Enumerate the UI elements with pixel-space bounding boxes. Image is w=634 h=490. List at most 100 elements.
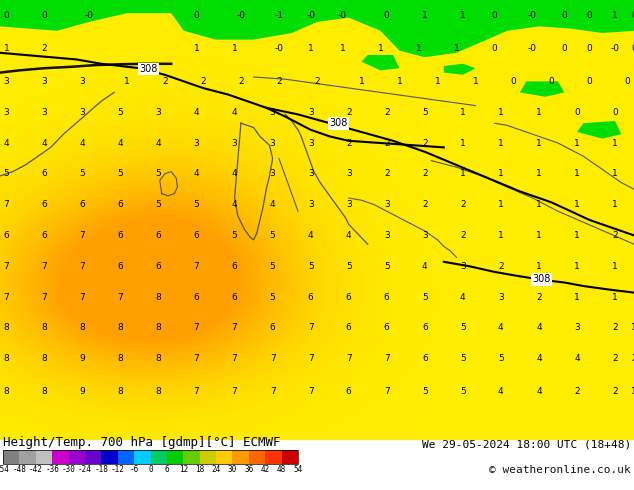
Text: 1: 1 [498,108,504,117]
Text: 4: 4 [536,387,541,396]
Bar [3,450,298,464]
Text: 5: 5 [117,108,124,117]
Text: 7: 7 [3,262,10,270]
Text: 7: 7 [193,262,200,270]
Text: 0: 0 [561,44,567,53]
Text: 4: 4 [460,293,465,301]
Text: 7: 7 [79,293,86,301]
Text: 2: 2 [536,293,541,301]
Text: 5: 5 [422,293,428,301]
Text: 2: 2 [276,77,281,86]
Text: 1: 1 [536,139,542,147]
Polygon shape [520,81,564,97]
Text: 2: 2 [42,44,47,53]
Text: 6: 6 [117,262,124,270]
Text: 5: 5 [384,262,390,270]
Text: -0: -0 [84,11,93,20]
Text: 308: 308 [139,64,158,74]
Text: 4: 4 [4,139,9,147]
Text: 8: 8 [155,387,162,396]
Text: 8: 8 [117,387,124,396]
Text: 1: 1 [612,170,618,178]
Text: 1: 1 [231,44,238,53]
Text: 8: 8 [3,387,10,396]
Text: 4: 4 [42,139,47,147]
Text: 8: 8 [117,354,124,363]
Text: 7: 7 [79,262,86,270]
Text: 5: 5 [231,231,238,240]
Text: 1: 1 [3,44,10,53]
Text: 6: 6 [117,200,124,209]
Text: 5: 5 [155,170,162,178]
Text: 4: 4 [346,231,351,240]
Text: 1: 1 [612,11,618,20]
Text: 4: 4 [536,323,541,332]
Text: 1: 1 [377,44,384,53]
Text: 9: 9 [79,387,86,396]
Text: 0: 0 [193,11,200,20]
Text: 1: 1 [612,262,618,270]
Text: 2: 2 [574,387,579,396]
Text: 5: 5 [193,200,200,209]
Text: 7: 7 [269,354,276,363]
Text: 2: 2 [612,354,618,363]
Text: 7: 7 [79,231,86,240]
Text: 5: 5 [422,108,428,117]
Text: 7: 7 [193,354,200,363]
Text: 4: 4 [422,262,427,270]
Text: 12: 12 [179,465,188,474]
Text: 5: 5 [422,387,428,396]
Bar [150,450,167,464]
Text: 3: 3 [307,200,314,209]
Text: 4: 4 [232,200,237,209]
Text: 5: 5 [498,354,504,363]
Text: 4: 4 [156,139,161,147]
Text: 1: 1 [422,11,428,20]
Text: 7: 7 [307,323,314,332]
Text: 0: 0 [548,77,555,86]
Text: 5: 5 [460,354,466,363]
Bar [216,450,233,464]
Text: 1: 1 [460,170,466,178]
Text: 7: 7 [3,293,10,301]
Text: 48: 48 [277,465,286,474]
Text: 6: 6 [422,323,428,332]
Text: 7: 7 [193,323,200,332]
Text: 24: 24 [211,465,221,474]
Text: 6: 6 [165,465,169,474]
Text: 3: 3 [307,170,314,178]
Text: 1: 1 [124,77,130,86]
Text: 0: 0 [574,108,580,117]
Text: 3: 3 [384,200,390,209]
Bar [265,450,281,464]
Text: 2: 2 [460,200,465,209]
Bar [134,450,150,464]
Text: 5: 5 [3,170,10,178]
Text: 0: 0 [384,11,390,20]
Text: 2: 2 [612,231,618,240]
Text: 4: 4 [194,108,199,117]
Text: 1: 1 [498,170,504,178]
Text: 3: 3 [307,108,314,117]
Text: 3: 3 [422,231,428,240]
Text: 3: 3 [269,108,276,117]
Text: 3: 3 [269,139,276,147]
Polygon shape [361,55,399,71]
Text: 0: 0 [631,44,634,53]
Text: 308: 308 [533,274,551,284]
Text: 3: 3 [41,77,48,86]
Text: 5: 5 [460,387,466,396]
Text: 3: 3 [79,77,86,86]
Text: 54: 54 [294,465,302,474]
Text: 7: 7 [41,293,48,301]
Text: 3: 3 [79,108,86,117]
Text: 4: 4 [80,139,85,147]
Text: 6: 6 [41,200,48,209]
Text: 3: 3 [574,323,580,332]
Text: 6: 6 [41,170,48,178]
Text: Height/Temp. 700 hPa [gdmp][°C] ECMWF: Height/Temp. 700 hPa [gdmp][°C] ECMWF [3,436,280,449]
Text: 42: 42 [261,465,270,474]
Text: 6: 6 [422,354,428,363]
Text: 7: 7 [3,200,10,209]
Text: 30: 30 [228,465,237,474]
